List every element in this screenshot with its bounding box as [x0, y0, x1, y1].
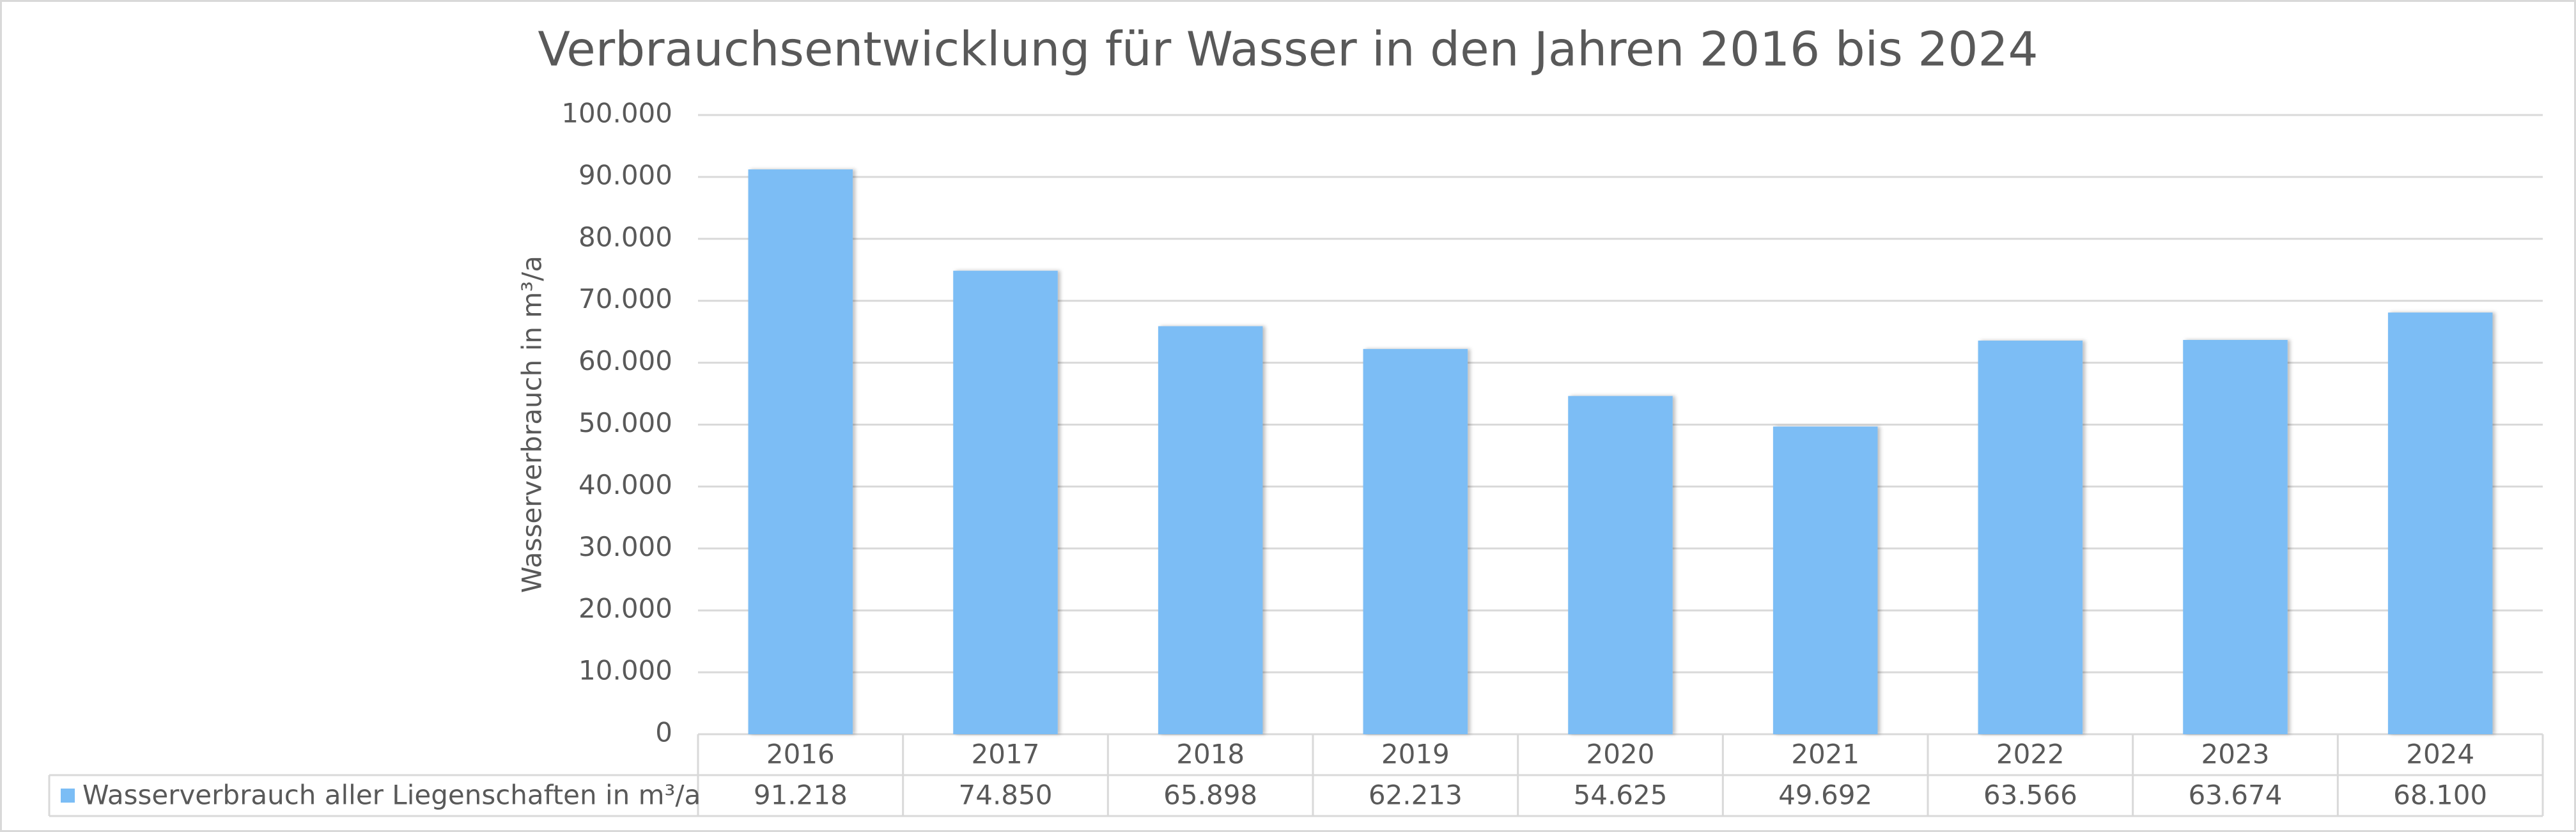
bar — [1773, 426, 1878, 734]
x-tick-label: 2020 — [1587, 739, 1655, 770]
value-label: 62.213 — [1369, 780, 1463, 811]
value-label: 91.218 — [754, 780, 848, 811]
y-tick-label: 0 — [655, 717, 672, 748]
chart-title: Verbrauchsentwicklung für Wasser in den … — [538, 22, 2038, 77]
x-tick-label: 2021 — [1791, 739, 1859, 770]
x-tick-label: 2024 — [2406, 739, 2474, 770]
y-tick-label: 50.000 — [578, 407, 672, 438]
y-axis-label: Wasserverbrauch in m³/a — [516, 256, 548, 593]
bar — [2387, 312, 2493, 735]
bar — [1363, 349, 1468, 734]
value-label: 54.625 — [1574, 780, 1668, 811]
bar — [748, 169, 853, 734]
y-tick-label: 100.000 — [561, 98, 672, 129]
x-tick-label: 2023 — [2201, 739, 2270, 770]
y-tick-label: 40.000 — [578, 469, 672, 500]
bar — [1158, 326, 1263, 735]
y-tick-label: 20.000 — [578, 593, 672, 624]
y-tick-label: 30.000 — [578, 531, 672, 562]
bar — [1978, 341, 2083, 734]
legend-swatch — [61, 789, 75, 803]
y-tick-label: 60.000 — [578, 345, 672, 376]
x-tick-label: 2019 — [1381, 739, 1450, 770]
y-tick-label: 80.000 — [578, 221, 672, 252]
bar — [1568, 396, 1673, 734]
x-tick-label: 2016 — [766, 739, 835, 770]
value-label: 49.692 — [1778, 780, 1872, 811]
bar — [953, 270, 1058, 734]
value-label: 65.898 — [1163, 780, 1257, 811]
bar — [2183, 339, 2288, 734]
value-label: 63.566 — [1983, 780, 2077, 811]
y-tick-label: 10.000 — [578, 655, 672, 686]
x-tick-label: 2018 — [1176, 739, 1245, 770]
y-tick-label: 90.000 — [578, 159, 672, 190]
value-label: 74.850 — [959, 780, 1053, 811]
value-label: 63.674 — [2189, 780, 2283, 811]
y-tick-label: 70.000 — [578, 283, 672, 314]
x-tick-label: 2022 — [1996, 739, 2065, 770]
x-tick-label: 2017 — [972, 739, 1040, 770]
value-label: 68.100 — [2393, 780, 2487, 811]
legend-label: Wasserverbrauch aller Liegenschaften in … — [82, 780, 701, 811]
